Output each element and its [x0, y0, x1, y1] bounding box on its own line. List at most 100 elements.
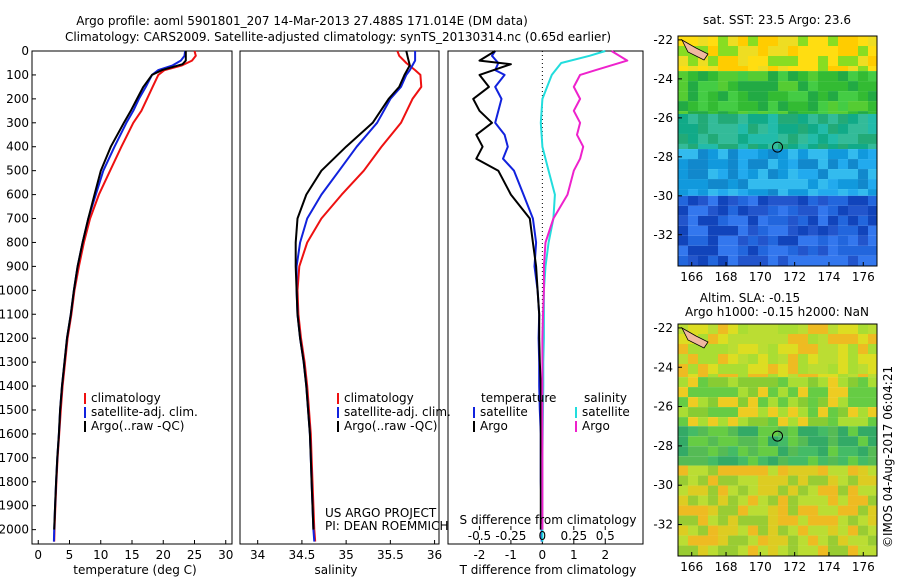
temperature-ytick-label: 0 — [21, 44, 29, 58]
map-cell — [798, 397, 808, 408]
map-cell — [738, 364, 748, 374]
map-cell — [708, 377, 718, 388]
map-cell — [758, 387, 768, 398]
map-cell — [868, 123, 877, 134]
temperature-ytick-label: 1600 — [0, 427, 29, 441]
map-cell — [768, 169, 778, 180]
map-cell — [678, 56, 688, 66]
map-cell — [738, 426, 748, 437]
map-cell — [728, 123, 738, 134]
map-cell — [858, 377, 868, 388]
map-cell — [688, 225, 698, 236]
map-cell — [828, 436, 838, 447]
map-cell — [708, 456, 718, 466]
map-cell — [788, 485, 798, 496]
map-cell — [758, 159, 768, 170]
map-cell — [808, 387, 818, 398]
map-cell — [708, 374, 718, 378]
map-cell — [828, 91, 838, 102]
map-cell — [698, 344, 708, 354]
map-cell — [808, 446, 818, 457]
map-cell — [818, 101, 828, 112]
map-cell — [768, 374, 778, 378]
map-cell — [768, 485, 778, 496]
map-cell — [788, 364, 798, 374]
map-cell — [848, 334, 858, 344]
map-cell — [678, 485, 688, 496]
map-cell — [858, 225, 868, 236]
map-cell — [688, 111, 698, 114]
map-cell — [688, 515, 698, 526]
map-cell — [828, 364, 838, 374]
map-cell — [758, 515, 768, 526]
map-cell — [698, 377, 708, 388]
map-cell — [858, 344, 868, 354]
map-cell — [788, 101, 798, 112]
map-cell — [718, 344, 728, 354]
map-cell — [748, 46, 758, 56]
map-cell — [778, 377, 788, 388]
temperature-xtick-label: 20 — [156, 548, 171, 562]
map-cell — [868, 525, 877, 536]
map-cell — [798, 143, 808, 150]
map-cell — [838, 485, 848, 496]
map-cell — [868, 36, 877, 46]
map-cell — [748, 66, 758, 72]
map-cell — [868, 426, 877, 437]
map-cell — [818, 446, 828, 457]
map-cell — [748, 417, 758, 427]
map-cell — [858, 101, 868, 112]
map-cell — [748, 225, 758, 236]
map-cell — [698, 189, 708, 196]
diff-top-tick-label: 0 — [539, 529, 547, 543]
map-cell — [858, 525, 868, 536]
map-cell — [818, 374, 828, 378]
imos-watermark: ©IMOS 04-Aug-2017 06:04:21 — [881, 365, 895, 548]
map-cell — [728, 36, 738, 46]
map-ytick-label: -24 — [653, 72, 673, 86]
map-cell — [788, 374, 798, 378]
map-cell — [848, 36, 858, 46]
map-cell — [718, 334, 728, 344]
map-cell — [818, 364, 828, 374]
map-cell — [858, 46, 868, 56]
map-cell — [718, 195, 728, 206]
salinity-xtick-label: 35 — [338, 548, 353, 562]
map-cell — [778, 387, 788, 398]
map-cell — [848, 255, 858, 266]
map-cell — [718, 354, 728, 364]
map-cell — [818, 159, 828, 170]
map-cell — [818, 143, 828, 150]
map-cell — [868, 91, 877, 102]
map-cell — [778, 485, 788, 496]
map-cell — [748, 354, 758, 364]
map-cell — [828, 456, 838, 466]
map-cell — [758, 446, 768, 457]
series-line — [294, 50, 411, 530]
map-cell — [748, 205, 758, 216]
map-cell — [818, 426, 828, 437]
map-cell — [678, 456, 688, 466]
map-cell — [768, 235, 778, 246]
map-cell — [768, 324, 778, 334]
map-cell — [708, 324, 718, 334]
map-cell — [798, 133, 808, 144]
map-cell — [698, 169, 708, 180]
map-cell — [698, 387, 708, 398]
map-cell — [698, 485, 708, 496]
map-cell — [678, 225, 688, 236]
map-cell — [718, 545, 728, 556]
map-cell — [758, 456, 768, 466]
differences-xtick-label: 1 — [570, 548, 578, 562]
map-cell — [808, 245, 818, 256]
map-cell — [858, 189, 868, 196]
temperature-ytick-label: 1800 — [0, 475, 29, 489]
map-cell — [788, 169, 798, 180]
map-cell — [718, 101, 728, 112]
map-cell — [678, 374, 688, 378]
map-cell — [758, 525, 768, 536]
map-ytick-label: -28 — [653, 439, 673, 453]
map-cell — [828, 495, 838, 506]
map-cell — [838, 91, 848, 102]
map-cell — [808, 111, 818, 114]
